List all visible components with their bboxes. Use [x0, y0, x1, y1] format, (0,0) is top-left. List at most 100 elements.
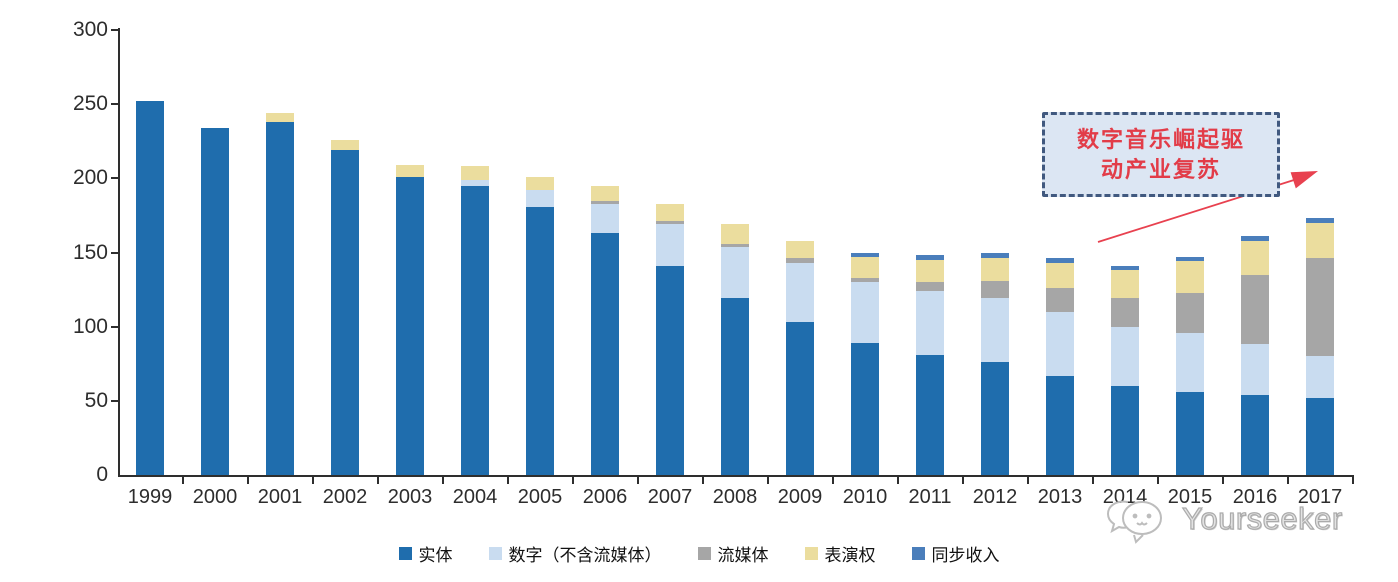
y-axis-tick: [111, 29, 118, 31]
y-axis-tick-label: 150: [72, 240, 108, 264]
annotation-line-2: 动产业复苏: [1100, 156, 1221, 182]
legend-item-同步收入: 同步收入: [911, 541, 1000, 566]
legend: 实体 数字（不含流媒体） 流媒体 表演权 同步收入: [0, 541, 1398, 565]
bar-segment-2009-流媒体: [786, 258, 814, 263]
legend-swatch-icon: [398, 546, 412, 560]
bar-segment-2008-数字（不含流媒体）: [721, 246, 749, 299]
bar-segment-2007-数字（不含流媒体）: [656, 224, 684, 266]
y-axis-tick-label: 0: [96, 463, 108, 486]
legend-swatch-icon: [911, 546, 925, 560]
bar-segment-2016-流媒体: [1241, 274, 1269, 345]
legend-label: 实体: [418, 545, 453, 565]
bar-segment-2001-实体: [266, 121, 294, 475]
legend-item-表演权: 表演权: [804, 541, 876, 566]
x-axis-label-2009: 2009: [777, 486, 823, 508]
legend-label: 流媒体: [717, 545, 769, 565]
bar-segment-2017-表演权: [1306, 222, 1334, 259]
x-axis-tick: [506, 477, 509, 484]
bar-segment-2015-同步收入: [1176, 256, 1204, 262]
bar-segment-2004-数字（不含流媒体）: [461, 179, 489, 186]
bar-segment-2002-表演权: [331, 139, 359, 151]
legend-label: 表演权: [824, 545, 876, 565]
y-axis-tick-label: 100: [72, 314, 108, 338]
bar-segment-2007-表演权: [656, 203, 684, 222]
annotation-line-1: 数字音乐崛起驱: [1076, 126, 1245, 152]
y-axis-tick-label: 250: [72, 92, 108, 116]
y-axis-tick-label: 50: [84, 388, 108, 412]
x-axis-label-2000: 2000: [192, 486, 238, 508]
bar-segment-2017-同步收入: [1306, 218, 1334, 223]
bar-segment-2017-数字（不含流媒体）: [1306, 356, 1334, 398]
bar-segment-2011-流媒体: [916, 282, 944, 292]
watermark-brand: Yourseeker: [1181, 500, 1343, 536]
legend-swatch-icon: [804, 546, 818, 560]
bar-segment-2006-数字（不含流媒体）: [591, 203, 619, 234]
bar-segment-2014-流媒体: [1111, 298, 1139, 327]
x-axis-label-2011: 2011: [908, 486, 952, 508]
bar-segment-2009-表演权: [786, 240, 814, 259]
legend-swatch-icon: [488, 546, 502, 560]
x-axis-label-2007: 2007: [647, 486, 693, 508]
bar-segment-2008-实体: [721, 298, 749, 475]
bar-segment-2005-数字（不含流媒体）: [526, 190, 554, 207]
bar-segment-2013-实体: [1046, 375, 1074, 475]
y-axis-tick: [111, 325, 118, 328]
bar-segment-2015-实体: [1176, 391, 1204, 475]
y-axis-tick: [111, 103, 118, 106]
bar-segment-2009-实体: [786, 322, 814, 475]
annotation-callout: 数字音乐崛起驱 动产业复苏: [1042, 112, 1280, 197]
x-axis-tick: [701, 477, 704, 484]
bar-segment-1999-实体: [136, 101, 164, 475]
bar-segment-2007-实体: [656, 265, 684, 475]
x-axis-tick: [1091, 477, 1094, 484]
x-axis-tick: [311, 477, 314, 484]
bar-segment-2011-数字（不含流媒体）: [916, 291, 944, 355]
bar-segment-2006-表演权: [591, 185, 619, 201]
bar-segment-2008-表演权: [721, 224, 749, 244]
x-axis-label-2010: 2010: [842, 486, 888, 508]
x-axis-label-2004: 2004: [452, 486, 498, 508]
y-axis-tick: [111, 399, 118, 402]
bar-segment-2003-实体: [396, 176, 424, 475]
bar-segment-2011-实体: [916, 354, 944, 475]
x-axis-label-2003: 2003: [387, 486, 433, 508]
bar-segment-2011-表演权: [916, 259, 944, 283]
y-axis-tick-label: 300: [72, 18, 108, 41]
bar-segment-2009-数字（不含流媒体）: [786, 262, 814, 323]
x-axis-label-2002: 2002: [322, 486, 368, 508]
x-axis-label-1999: 1999: [127, 486, 173, 508]
bar-segment-2012-同步收入: [981, 252, 1009, 259]
bar-segment-2014-同步收入: [1111, 265, 1139, 271]
x-axis-line: [118, 475, 1354, 477]
x-axis-tick: [766, 477, 769, 484]
legend-item-数字（不含流媒体）: 数字（不含流媒体）: [488, 541, 662, 566]
bar-segment-2012-表演权: [981, 258, 1009, 281]
bar-segment-2010-表演权: [851, 256, 879, 278]
bar-segment-2010-同步收入: [851, 252, 879, 257]
bar-segment-2014-实体: [1111, 386, 1139, 475]
x-axis-tick: [961, 477, 964, 484]
x-axis-tick: [571, 477, 574, 484]
bar-segment-2010-实体: [851, 342, 879, 475]
bar-segment-2006-实体: [591, 233, 619, 475]
bar-segment-2012-流媒体: [981, 280, 1009, 299]
y-axis-tick: [111, 251, 118, 254]
y-axis-tick: [111, 177, 118, 180]
bar-segment-2004-表演权: [461, 166, 489, 180]
x-axis-label-2005: 2005: [517, 486, 563, 508]
bar-segment-2016-同步收入: [1241, 236, 1269, 241]
x-axis-tick: [1286, 477, 1289, 484]
x-axis-tick: [441, 477, 444, 484]
bar-segment-2005-实体: [526, 206, 554, 475]
bar-segment-2003-表演权: [396, 164, 424, 177]
bar-segment-2017-实体: [1306, 397, 1334, 475]
bar-segment-2012-数字（不含流媒体）: [981, 298, 1009, 363]
bar-segment-2013-表演权: [1046, 262, 1074, 289]
x-axis-tick: [181, 477, 184, 484]
bar-segment-2010-流媒体: [851, 277, 879, 283]
legend-swatch-icon: [697, 546, 711, 560]
bar-segment-2000-实体: [201, 127, 229, 475]
bar-segment-2012-实体: [981, 362, 1009, 475]
x-axis-label-2015: 2015: [1167, 486, 1213, 508]
